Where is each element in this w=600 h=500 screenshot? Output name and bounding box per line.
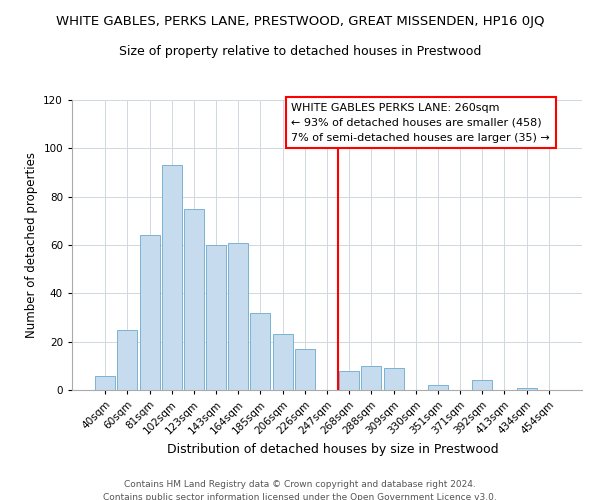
Bar xyxy=(295,349,315,390)
Bar xyxy=(361,366,382,390)
Text: Distribution of detached houses by size in Prestwood: Distribution of detached houses by size … xyxy=(167,442,499,456)
Text: WHITE GABLES, PERKS LANE, PRESTWOOD, GREAT MISSENDEN, HP16 0JQ: WHITE GABLES, PERKS LANE, PRESTWOOD, GRE… xyxy=(56,15,544,28)
Bar xyxy=(472,380,492,390)
Bar xyxy=(428,385,448,390)
Bar xyxy=(118,330,137,390)
Y-axis label: Number of detached properties: Number of detached properties xyxy=(25,152,38,338)
Bar xyxy=(140,236,160,390)
Bar xyxy=(184,209,204,390)
Bar xyxy=(228,242,248,390)
Bar xyxy=(95,376,115,390)
Text: Contains HM Land Registry data © Crown copyright and database right 2024.
Contai: Contains HM Land Registry data © Crown c… xyxy=(103,480,497,500)
Bar xyxy=(162,166,182,390)
Bar xyxy=(383,368,404,390)
Text: Size of property relative to detached houses in Prestwood: Size of property relative to detached ho… xyxy=(119,45,481,58)
Bar xyxy=(517,388,536,390)
Bar xyxy=(206,245,226,390)
Bar xyxy=(339,370,359,390)
Bar xyxy=(272,334,293,390)
Bar xyxy=(250,312,271,390)
Text: WHITE GABLES PERKS LANE: 260sqm
← 93% of detached houses are smaller (458)
7% of: WHITE GABLES PERKS LANE: 260sqm ← 93% of… xyxy=(291,103,550,142)
